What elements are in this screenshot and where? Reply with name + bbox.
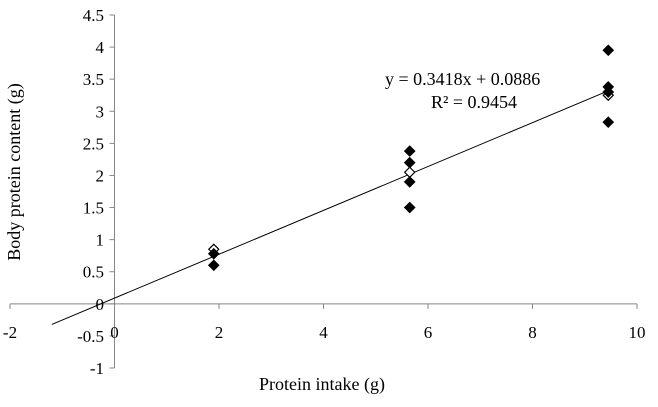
trendline <box>51 90 609 325</box>
y-axis-title: Body protein content (g) <box>4 83 25 260</box>
data-points <box>207 44 615 272</box>
data-point <box>602 116 615 129</box>
data-point <box>602 44 615 57</box>
data-point <box>403 176 416 188</box>
trendline-r-squared: R² = 0.9454 <box>431 92 517 112</box>
data-point <box>403 201 416 214</box>
x-tick-label: 4 <box>319 323 328 342</box>
data-point <box>207 259 220 272</box>
x-tick-label: 0 <box>110 323 119 342</box>
y-tick-label: 3.5 <box>83 70 104 89</box>
y-tick-label: 2.5 <box>83 134 104 153</box>
data-point <box>403 145 416 157</box>
trendline-equation: y = 0.3418x + 0.0886 <box>385 69 540 89</box>
y-tick-label: 0 <box>96 295 105 314</box>
tick-labels: -2 0 2 4 6 8 10 -1 -0.5 0 0.5 1 1.5 2 2.5 3 3.5 4 4.5 <box>3 6 646 378</box>
y-tick-label: 1.5 <box>83 199 104 218</box>
y-tick-label: 4.5 <box>83 6 104 25</box>
y-tick-label: -0.5 <box>77 327 104 346</box>
data-point <box>207 247 220 260</box>
x-axis-title: Protein intake (g) <box>259 374 385 395</box>
x-tick-label: -2 <box>3 323 17 342</box>
x-tick-label: 2 <box>215 323 224 342</box>
y-tick-label: 1 <box>96 231 105 250</box>
y-tick-label: 3 <box>96 102 105 121</box>
x-tick-label: 10 <box>629 323 646 342</box>
y-tick-label: 2 <box>96 166 105 185</box>
x-tick-label: 8 <box>528 323 537 342</box>
y-tick-label: 0.5 <box>83 263 104 282</box>
axes <box>9 14 638 369</box>
y-tick-label: 4 <box>96 38 105 57</box>
y-tick-label: -1 <box>90 359 104 378</box>
trendline-group <box>51 90 609 325</box>
x-tick-label: 6 <box>424 323 433 342</box>
data-point <box>403 156 416 169</box>
data-point <box>602 86 615 98</box>
